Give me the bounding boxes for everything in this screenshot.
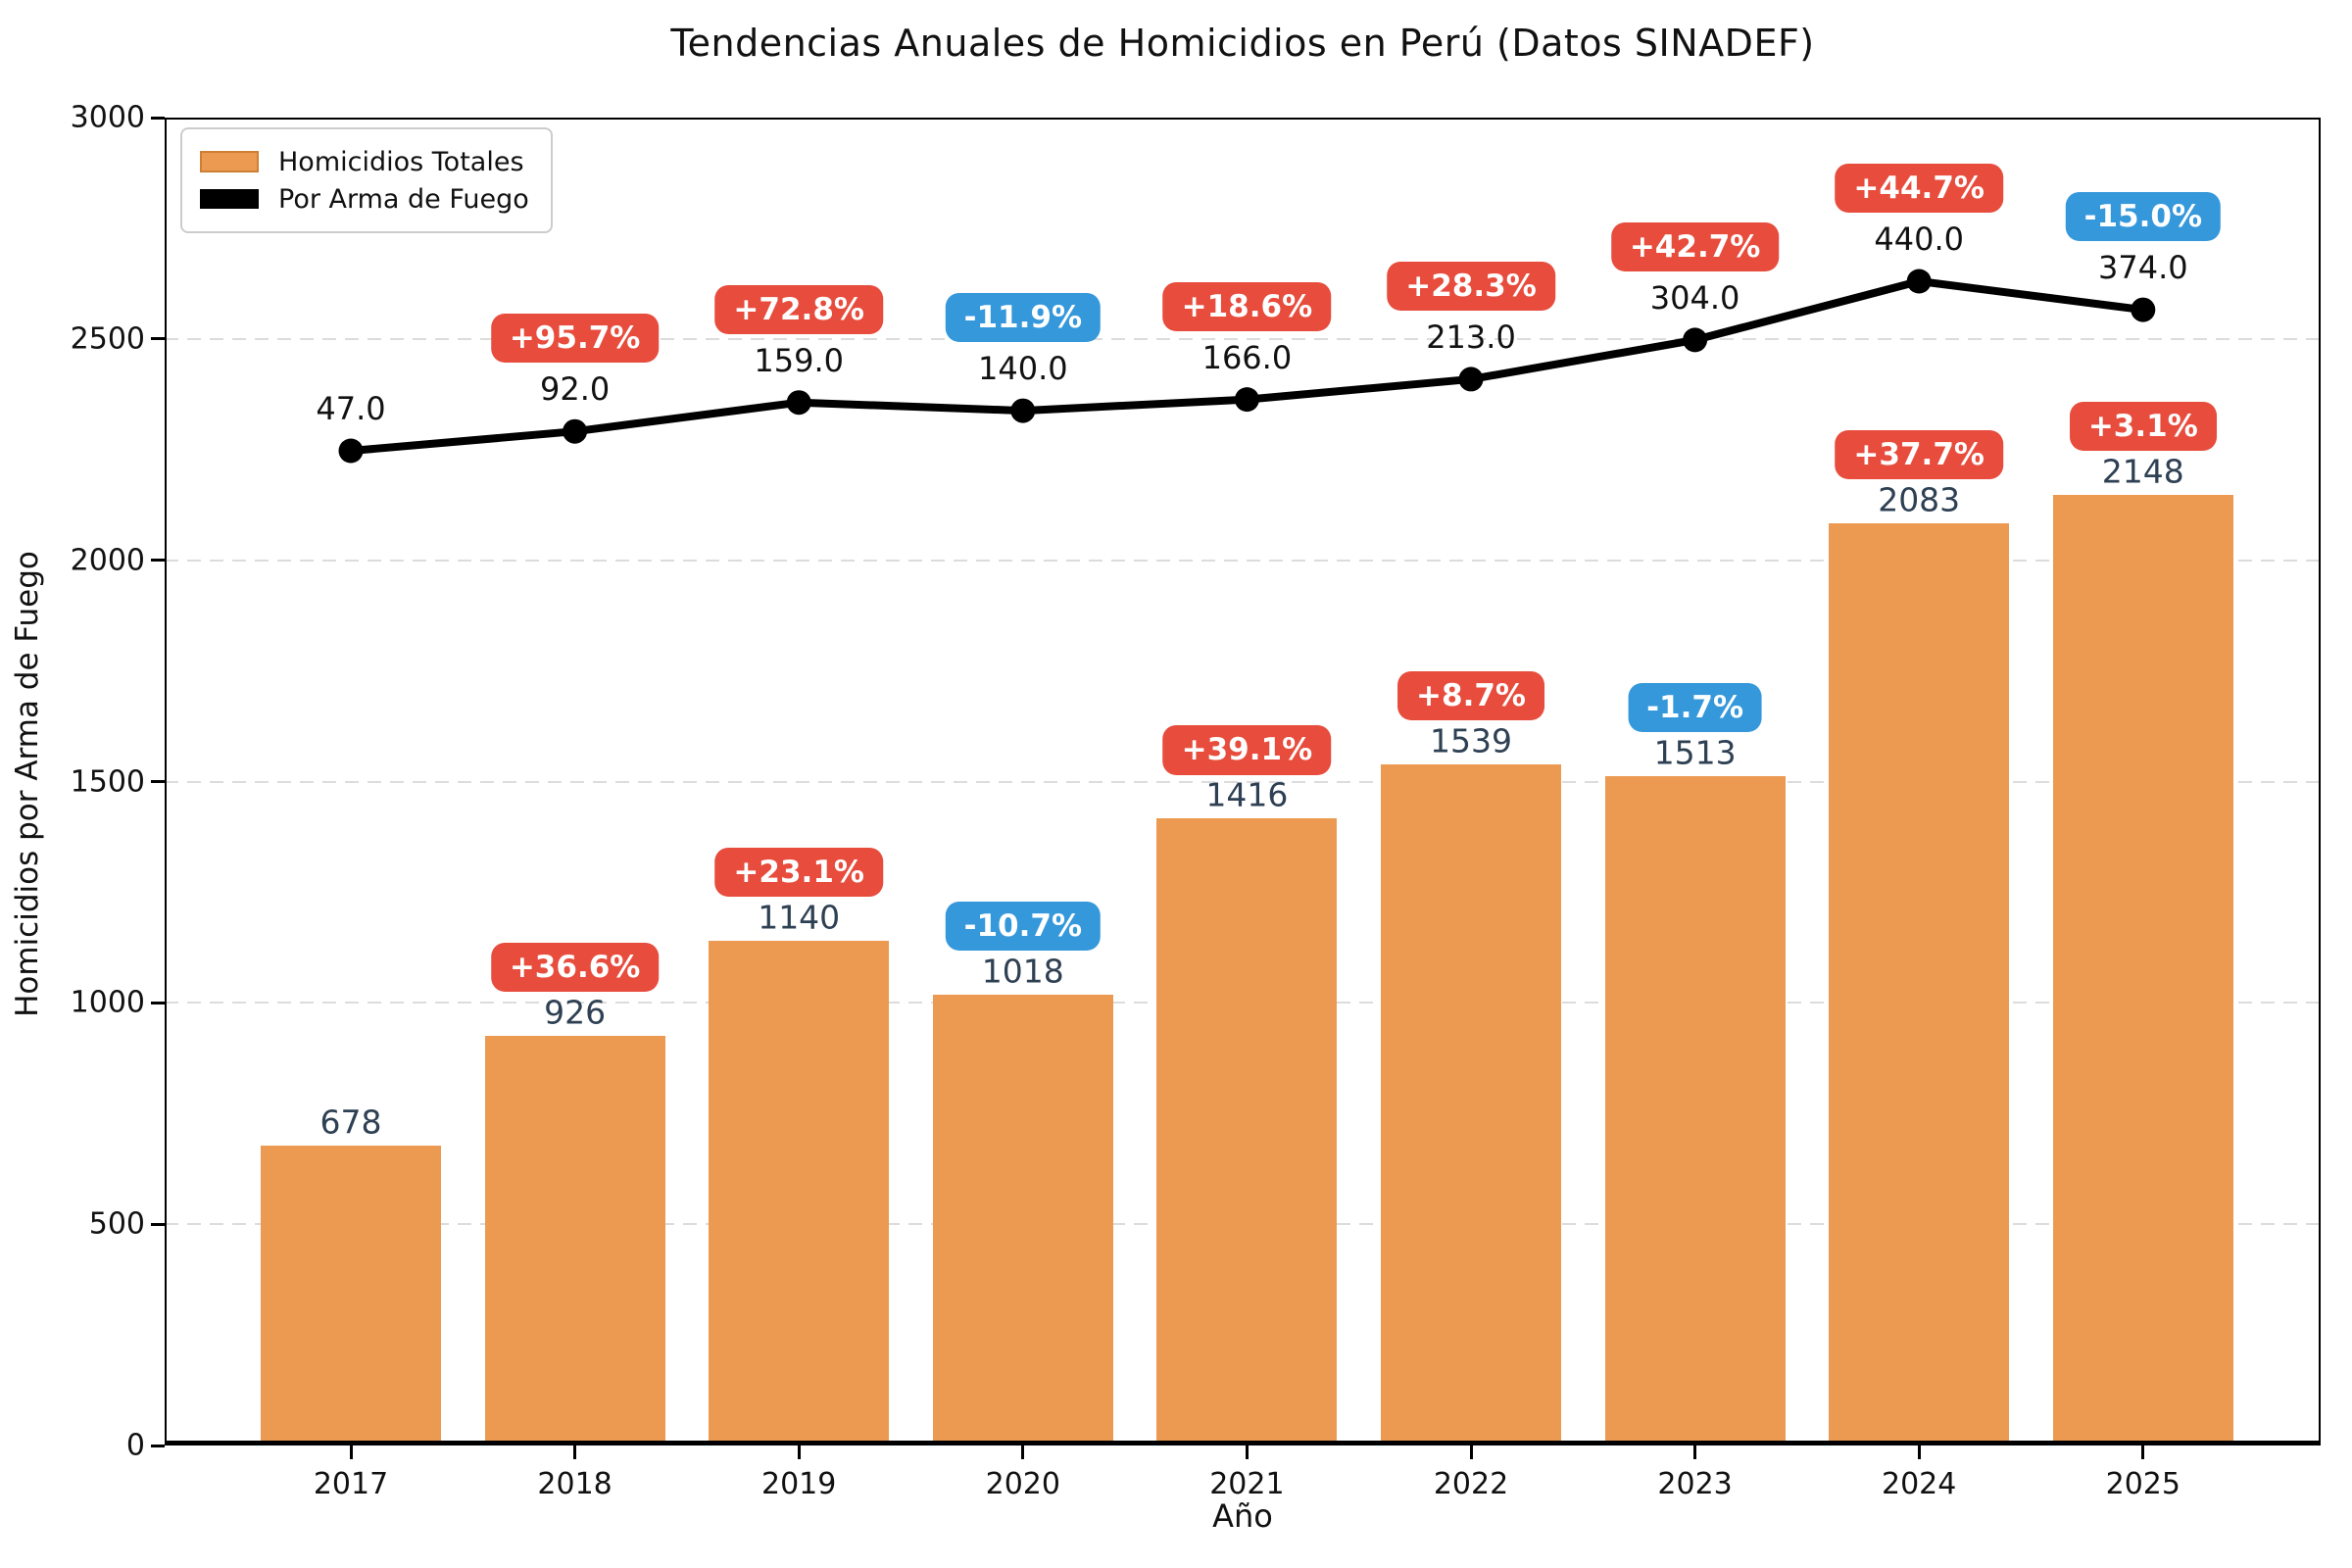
x-tick-label: 2022 <box>1433 1467 1509 1501</box>
x-tick-mark <box>1245 1446 1249 1459</box>
line-point <box>1683 327 1708 353</box>
pct-badge: +8.7% <box>1397 670 1544 720</box>
trend-line-layer <box>338 269 2156 464</box>
bar <box>1381 763 1561 1446</box>
pct-badge: +44.7% <box>1835 163 2003 214</box>
line-point <box>1010 398 1036 423</box>
legend-swatch-line <box>200 189 259 209</box>
legend: Homicidios Totales Por Arma de Fuego <box>180 127 553 233</box>
bar-value-label: 926 <box>544 993 607 1032</box>
y-tick-mark <box>151 780 165 783</box>
bar-value-label: 1513 <box>1653 733 1737 772</box>
y-tick-label: 2000 <box>70 543 145 578</box>
line-point <box>1906 269 1932 294</box>
bar-value-label: 1140 <box>758 898 841 937</box>
y-tick-label: 1000 <box>70 985 145 1020</box>
y-tick-label: 2500 <box>70 321 145 357</box>
legend-swatch-bars <box>200 151 259 172</box>
x-tick-mark <box>797 1446 801 1459</box>
line-value-label: 374.0 <box>2097 249 2188 287</box>
pct-badge: +95.7% <box>490 314 660 364</box>
line-point <box>563 418 588 444</box>
bar <box>484 1035 665 1446</box>
x-tick-label: 2021 <box>1209 1467 1285 1501</box>
x-axis-label: Año <box>1212 1497 1273 1535</box>
bar <box>2052 494 2233 1446</box>
legend-label-bars: Homicidios Totales <box>278 146 524 177</box>
pct-badge: -1.7% <box>1628 682 1763 732</box>
line-value-label: 140.0 <box>977 350 1068 388</box>
x-tick-mark <box>2141 1446 2145 1459</box>
bar-value-label: 2148 <box>2101 452 2184 491</box>
x-tick-mark <box>349 1446 353 1459</box>
bar-value-label: 678 <box>319 1102 382 1142</box>
line-point <box>338 438 364 464</box>
y-tick-mark <box>151 1444 165 1447</box>
bar-value-label: 1416 <box>1205 775 1289 814</box>
x-tick-label: 2024 <box>1882 1467 1957 1501</box>
pct-badge: +39.1% <box>1162 725 1332 775</box>
x-tick-label: 2020 <box>985 1467 1060 1501</box>
line-point <box>1234 387 1259 413</box>
bar-value-label: 1539 <box>1430 721 1512 760</box>
pct-badge: +36.6% <box>490 942 660 992</box>
line-value-label: 440.0 <box>1874 220 1964 258</box>
bar <box>932 995 1113 1446</box>
line-value-label: 47.0 <box>316 390 386 427</box>
legend-item-bars: Homicidios Totales <box>200 143 529 180</box>
line-point <box>1458 367 1484 392</box>
x-tick-mark <box>1021 1446 1025 1459</box>
pct-badge: +42.7% <box>1610 221 1780 271</box>
y-tick-label: 3000 <box>70 100 145 135</box>
bar <box>1604 775 1786 1446</box>
gridline <box>165 559 2321 562</box>
y-tick-mark <box>151 116 165 120</box>
x-tick-label: 2025 <box>2105 1467 2180 1501</box>
line-point <box>2131 297 2156 322</box>
y-tick-mark <box>151 1222 165 1226</box>
pct-badge: +72.8% <box>714 284 883 334</box>
pct-badge: -10.7% <box>945 902 1102 952</box>
line-value-label: 92.0 <box>539 370 611 409</box>
line-value-label: 213.0 <box>1426 318 1516 356</box>
pct-badge: -15.0% <box>2065 192 2222 242</box>
pct-badge: +3.1% <box>2069 401 2217 451</box>
bar <box>1156 818 1338 1446</box>
chart-title: Tendencias Anuales de Homicidios en Perú… <box>670 22 1815 65</box>
bar-value-label: 1018 <box>981 952 1064 991</box>
bar <box>709 941 890 1446</box>
y-tick-mark <box>151 337 165 341</box>
plot-area: 678 926 +36.6% 1140 +23.1% 1018 -10.7% 1416 +39.… <box>165 118 2321 1446</box>
x-tick-mark <box>1469 1446 1473 1459</box>
y-tick-mark <box>151 1001 165 1004</box>
bar <box>1829 523 2010 1446</box>
y-tick-label: 0 <box>125 1428 145 1463</box>
legend-item-line: Por Arma de Fuego <box>200 180 529 218</box>
y-tick-label: 500 <box>88 1206 145 1242</box>
pct-badge: -11.9% <box>945 293 1102 343</box>
x-tick-mark <box>1693 1446 1697 1459</box>
pct-badge: +37.7% <box>1835 430 2003 480</box>
x-tick-mark <box>573 1446 577 1459</box>
bar <box>261 1145 441 1446</box>
x-tick-label: 2023 <box>1657 1467 1733 1501</box>
line-value-label: 159.0 <box>754 341 844 379</box>
pct-badge: +18.6% <box>1162 281 1332 331</box>
x-tick-label: 2019 <box>761 1467 837 1501</box>
line-value-label: 166.0 <box>1201 338 1293 376</box>
line-value-label: 304.0 <box>1649 278 1740 317</box>
y-tick-label: 1500 <box>70 764 145 799</box>
pct-badge: +28.3% <box>1387 261 1555 311</box>
gridline <box>165 337 2321 340</box>
line-point <box>786 390 811 416</box>
legend-label-line: Por Arma de Fuego <box>278 183 529 215</box>
bar-value-label: 2083 <box>1878 480 1961 519</box>
x-tick-label: 2017 <box>313 1467 389 1501</box>
pct-badge: +23.1% <box>714 848 883 898</box>
x-tick-mark <box>1917 1446 1921 1459</box>
gridline <box>165 780 2321 783</box>
y-tick-mark <box>151 559 165 563</box>
x-tick-label: 2018 <box>537 1467 612 1501</box>
